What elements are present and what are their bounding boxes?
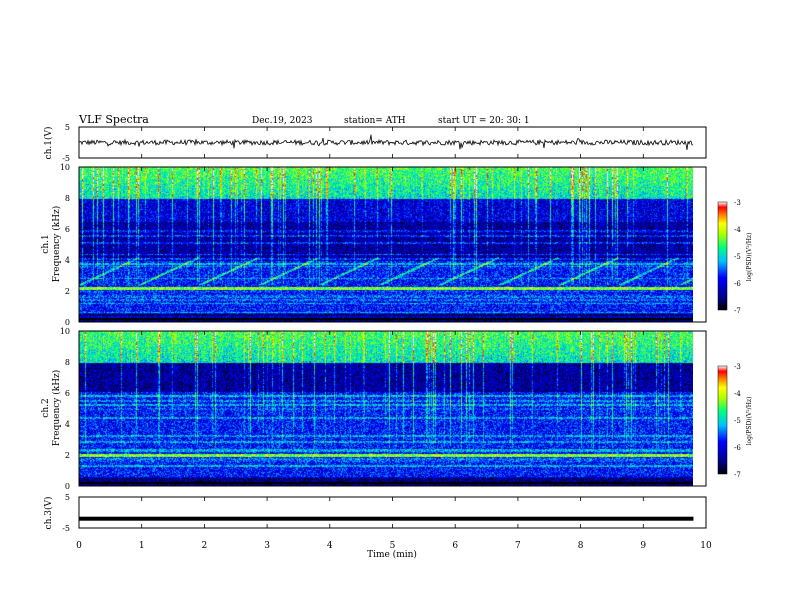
ch3-waveform-line [79, 516, 694, 521]
ch3-waveform-panel: 5 -5 ch.3(V) [43, 493, 707, 533]
figure-title: VLF Spectra [78, 113, 149, 126]
time-axis: 0 1 2 3 4 5 6 7 8 9 10 [76, 127, 712, 551]
ch1-waveform-line [79, 134, 693, 150]
ch2-ytick-10: 10 [60, 327, 70, 336]
ch3-ylabel: ch.3(V) [43, 497, 54, 530]
ch1-spec-ylabel: ch.1Frequency (kHz) [41, 206, 62, 283]
xaxis-tick-label: 10 [700, 541, 712, 551]
ch1-cbar-tick-6: -6 [734, 280, 741, 288]
ch3-waveform-frame [78, 496, 707, 529]
ch3-ytick-bottom: -5 [62, 524, 70, 533]
ch1-ytick-bottom: -5 [62, 154, 70, 163]
ch1-ytick-4: 4 [65, 256, 70, 265]
xaxis-tick-label: 5 [390, 541, 396, 551]
ch1-cbar-tick-7: -7 [734, 307, 741, 315]
xaxis-tick-label: 1 [139, 541, 145, 551]
xaxis-tick-label: 9 [640, 541, 646, 551]
ch2-ytick-8: 8 [65, 358, 70, 367]
ch1-waveform-panel: 5 -5 ch.1(V) [43, 123, 707, 163]
ch1-ytick-8: 8 [65, 194, 70, 203]
ch2-cbar-tick-4: -4 [734, 390, 741, 398]
ch1-cbar-label: log(PSD)(V²/Hz) [746, 233, 753, 282]
ch1-ytick-0: 0 [65, 318, 70, 327]
xaxis-tick-label: 2 [202, 541, 208, 551]
xaxis-tick-label: 8 [578, 541, 584, 551]
ch1-ytick-top: 5 [65, 123, 70, 132]
ch1-ytick-6: 6 [65, 225, 70, 234]
xaxis-tick-label: 6 [452, 541, 458, 551]
ch2-cbar-tick-3: -3 [734, 363, 741, 371]
xaxis-label: Time (min) [367, 549, 417, 560]
ch2-ytick-4: 4 [65, 420, 70, 429]
ch1-colorbar [717, 201, 728, 311]
xaxis-tick-label: 3 [264, 541, 270, 551]
ch2-spec-ylabel: ch.2Frequency (kHz) [41, 370, 62, 447]
ch2-cbar-tick-7: -7 [734, 471, 741, 479]
start-time-label: start UT = 20: 30: 1 [438, 116, 530, 126]
ch1-cbar-tick-3: -3 [734, 199, 741, 207]
ch1-ylabel: ch.1(V) [43, 127, 54, 160]
ch3-ytick-top: 5 [65, 493, 70, 502]
ch1-ytick-2: 2 [65, 287, 70, 296]
station-label: station= ATH [344, 116, 406, 126]
date-label: Dec.19, 2023 [252, 116, 313, 126]
xaxis-tick-label: 4 [327, 541, 333, 551]
ch2-ytick-6: 6 [65, 389, 70, 398]
ch2-cbar-label: log(PSD)(V²/Hz) [746, 397, 753, 446]
ch2-spectrogram-panel: 0 2 4 6 8 10 ch.2Frequency (kHz) -3 -4 -… [41, 327, 753, 491]
ch1-spectrogram-panel: 0 2 4 6 8 10 ch.1Frequency (kHz) -3 -4 -… [41, 163, 753, 327]
ch1-ytick-10: 10 [60, 163, 70, 172]
ch2-ytick-0: 0 [65, 482, 70, 491]
xaxis-tick-label: 7 [515, 541, 521, 551]
ch1-cbar-tick-5: -5 [734, 253, 741, 261]
xaxis-tick-label: 0 [76, 541, 82, 551]
ch1-cbar-tick-4: -4 [734, 226, 741, 234]
ch2-cbar-tick-6: -6 [734, 444, 741, 452]
ch2-colorbar [717, 365, 728, 475]
ch2-cbar-tick-5: -5 [734, 417, 741, 425]
ch2-ytick-2: 2 [65, 451, 70, 460]
